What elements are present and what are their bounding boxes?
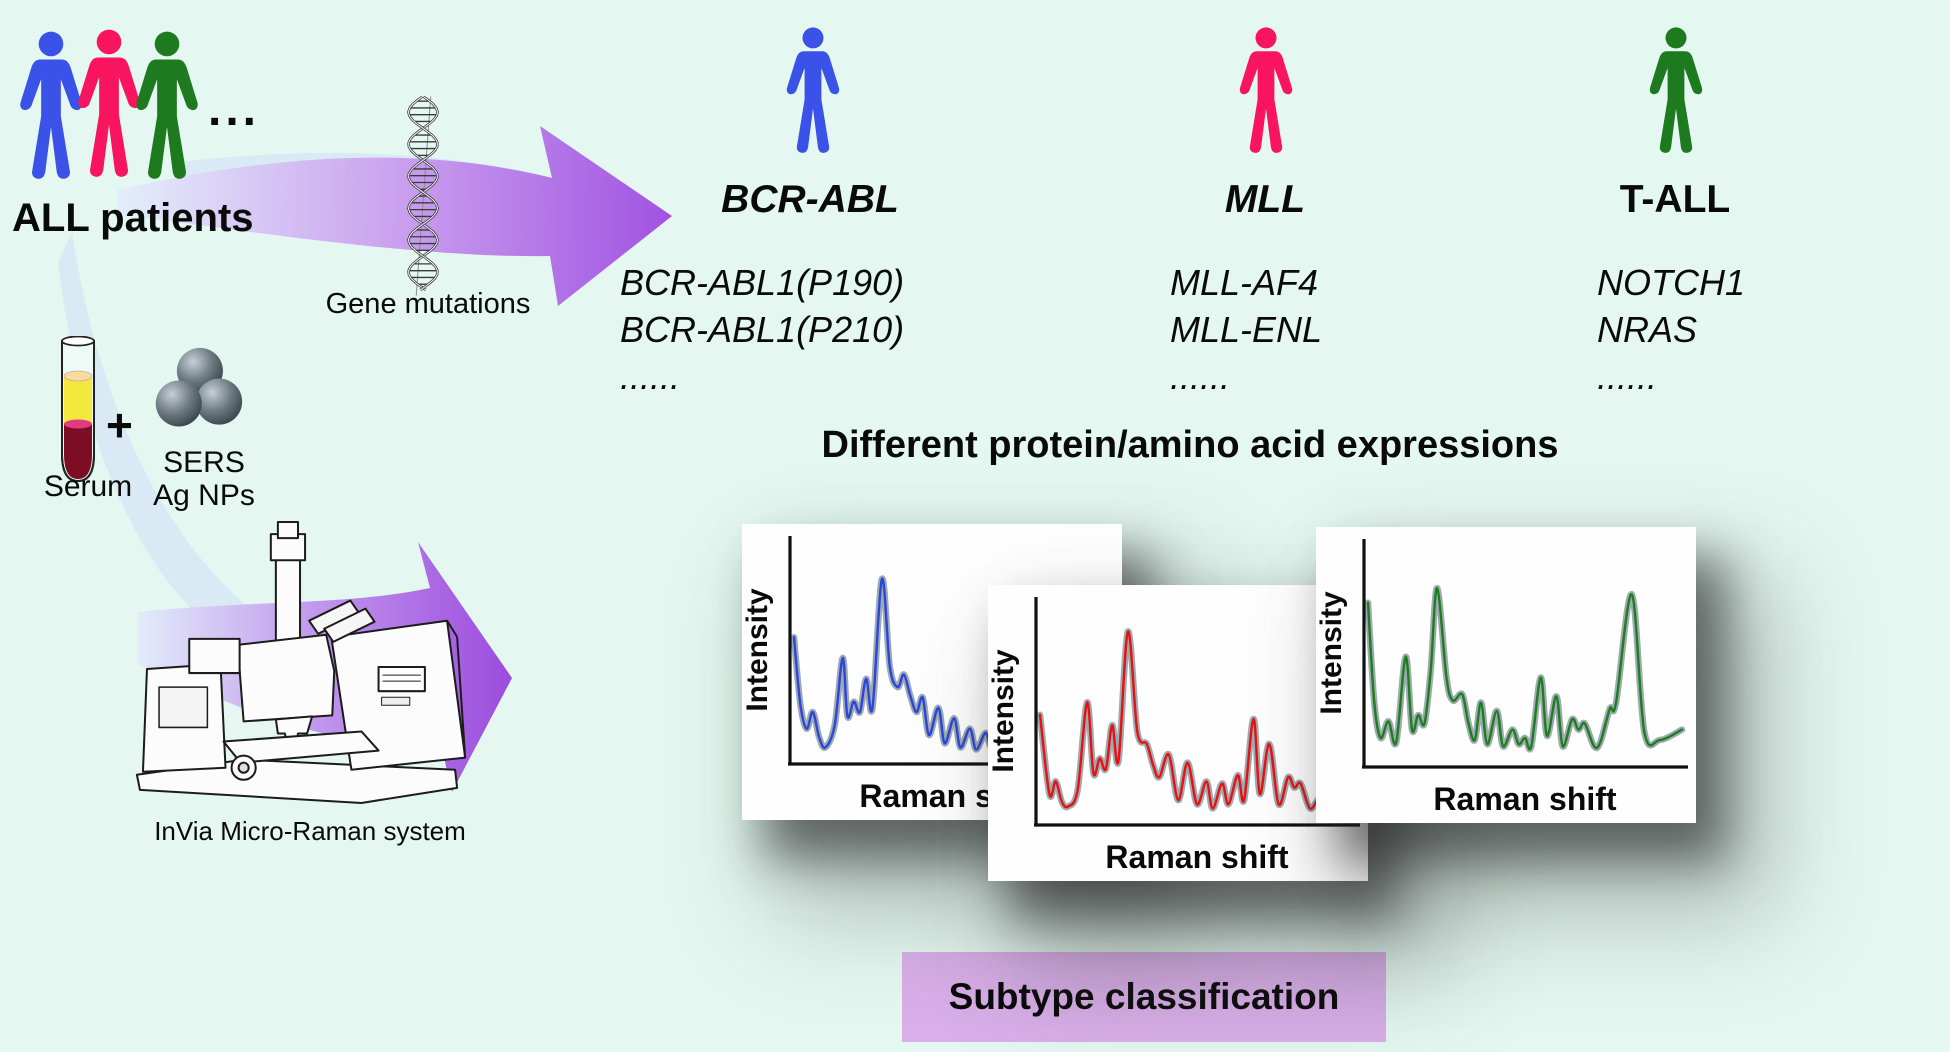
gene-item: NRAS (1597, 309, 1698, 350)
y-axis-label: Intensity (742, 588, 774, 712)
spectrum-curve-red (1038, 630, 1356, 810)
micro-raman-microscope-icon (135, 521, 467, 804)
person-silhouette (1240, 27, 1292, 152)
mll-patient-icon (1231, 26, 1301, 159)
serum-label: Serum (43, 470, 133, 503)
gene-item: BCR-ABL1(P190) (620, 262, 905, 303)
subtype-classification-label: Subtype classification (948, 976, 1340, 1017)
person-silhouette (787, 27, 839, 152)
person-silhouette (1650, 27, 1702, 152)
gene-item: NOTCH1 (1597, 262, 1746, 303)
subtype-classification-box: Subtype classification (902, 952, 1386, 1042)
sers-agnps-label: SERS Ag NPs (146, 446, 262, 512)
flow-swoosh-down (58, 232, 420, 691)
patient-icon-green (136, 31, 198, 179)
gene-item: ...... (1170, 356, 1231, 397)
dna-helix-icon (407, 96, 439, 296)
subtype-title: BCR-ABL (721, 178, 899, 221)
silver-nanoparticles-icon (155, 347, 243, 427)
subtype-column-mll: MLL MLL-AF4 MLL-ENL ...... (1020, 178, 1510, 400)
spectrum-plot: Intensity Raman shift (988, 597, 1360, 875)
subtype-column-t-all: T-ALL NOTCH1 NRAS ...... (1440, 178, 1910, 400)
y-axis-label: Intensity (1316, 591, 1348, 715)
t-all-patient-icon (1641, 26, 1711, 159)
gene-mutation-arrow (118, 126, 672, 306)
all-patients-label: ALL patients (12, 196, 254, 240)
sers-line: SERS (163, 446, 245, 479)
x-axis-label: Raman shift (1433, 781, 1616, 817)
spectrum-plot: Intensity Raman shift (1316, 539, 1688, 817)
plus-sign: + (106, 399, 133, 451)
gene-item: BCR-ABL1(P210) (620, 309, 905, 350)
raman-spectrum-panel-mll: Intensity Raman shift (988, 585, 1368, 881)
spectrum-curve-green (1366, 586, 1684, 751)
gene-list: NOTCH1 NRAS ...... (1597, 259, 1910, 400)
raman-spectrum-panel-t-all: Intensity Raman shift (1316, 527, 1696, 823)
gene-item: MLL-AF4 (1170, 262, 1319, 303)
more-patients-ellipsis: ... (208, 83, 261, 136)
serum-tube-icon (61, 336, 95, 483)
gene-list: BCR-ABL1(P190) BCR-ABL1(P210) ...... (620, 259, 1065, 400)
spectrum-error-band (1036, 628, 1358, 813)
gene-item: MLL-ENL (1170, 309, 1323, 350)
gene-list: MLL-AF4 MLL-ENL ...... (1170, 259, 1510, 400)
patient-icon-pink (78, 29, 140, 177)
y-axis-label: Intensity (988, 649, 1020, 773)
gene-mutations-label: Gene mutations (325, 288, 531, 320)
subtype-title: MLL (1224, 178, 1306, 221)
x-axis-label: Raman shift (1105, 839, 1288, 875)
expressions-heading: Different protein/amino acid expressions (821, 424, 1559, 466)
patient-icon-blue (20, 31, 82, 179)
subtype-title: T-ALL (1619, 178, 1731, 221)
subtype-column-bcr-abl: BCR-ABL BCR-ABL1(P190) BCR-ABL1(P210) ..… (555, 178, 1065, 400)
agnps-line: Ag NPs (153, 479, 255, 512)
bcr-abl-patient-icon (778, 26, 848, 159)
gene-item: ...... (620, 356, 681, 397)
instrument-label: InVia Micro-Raman system (154, 816, 466, 846)
gene-item: ...... (1597, 356, 1658, 397)
